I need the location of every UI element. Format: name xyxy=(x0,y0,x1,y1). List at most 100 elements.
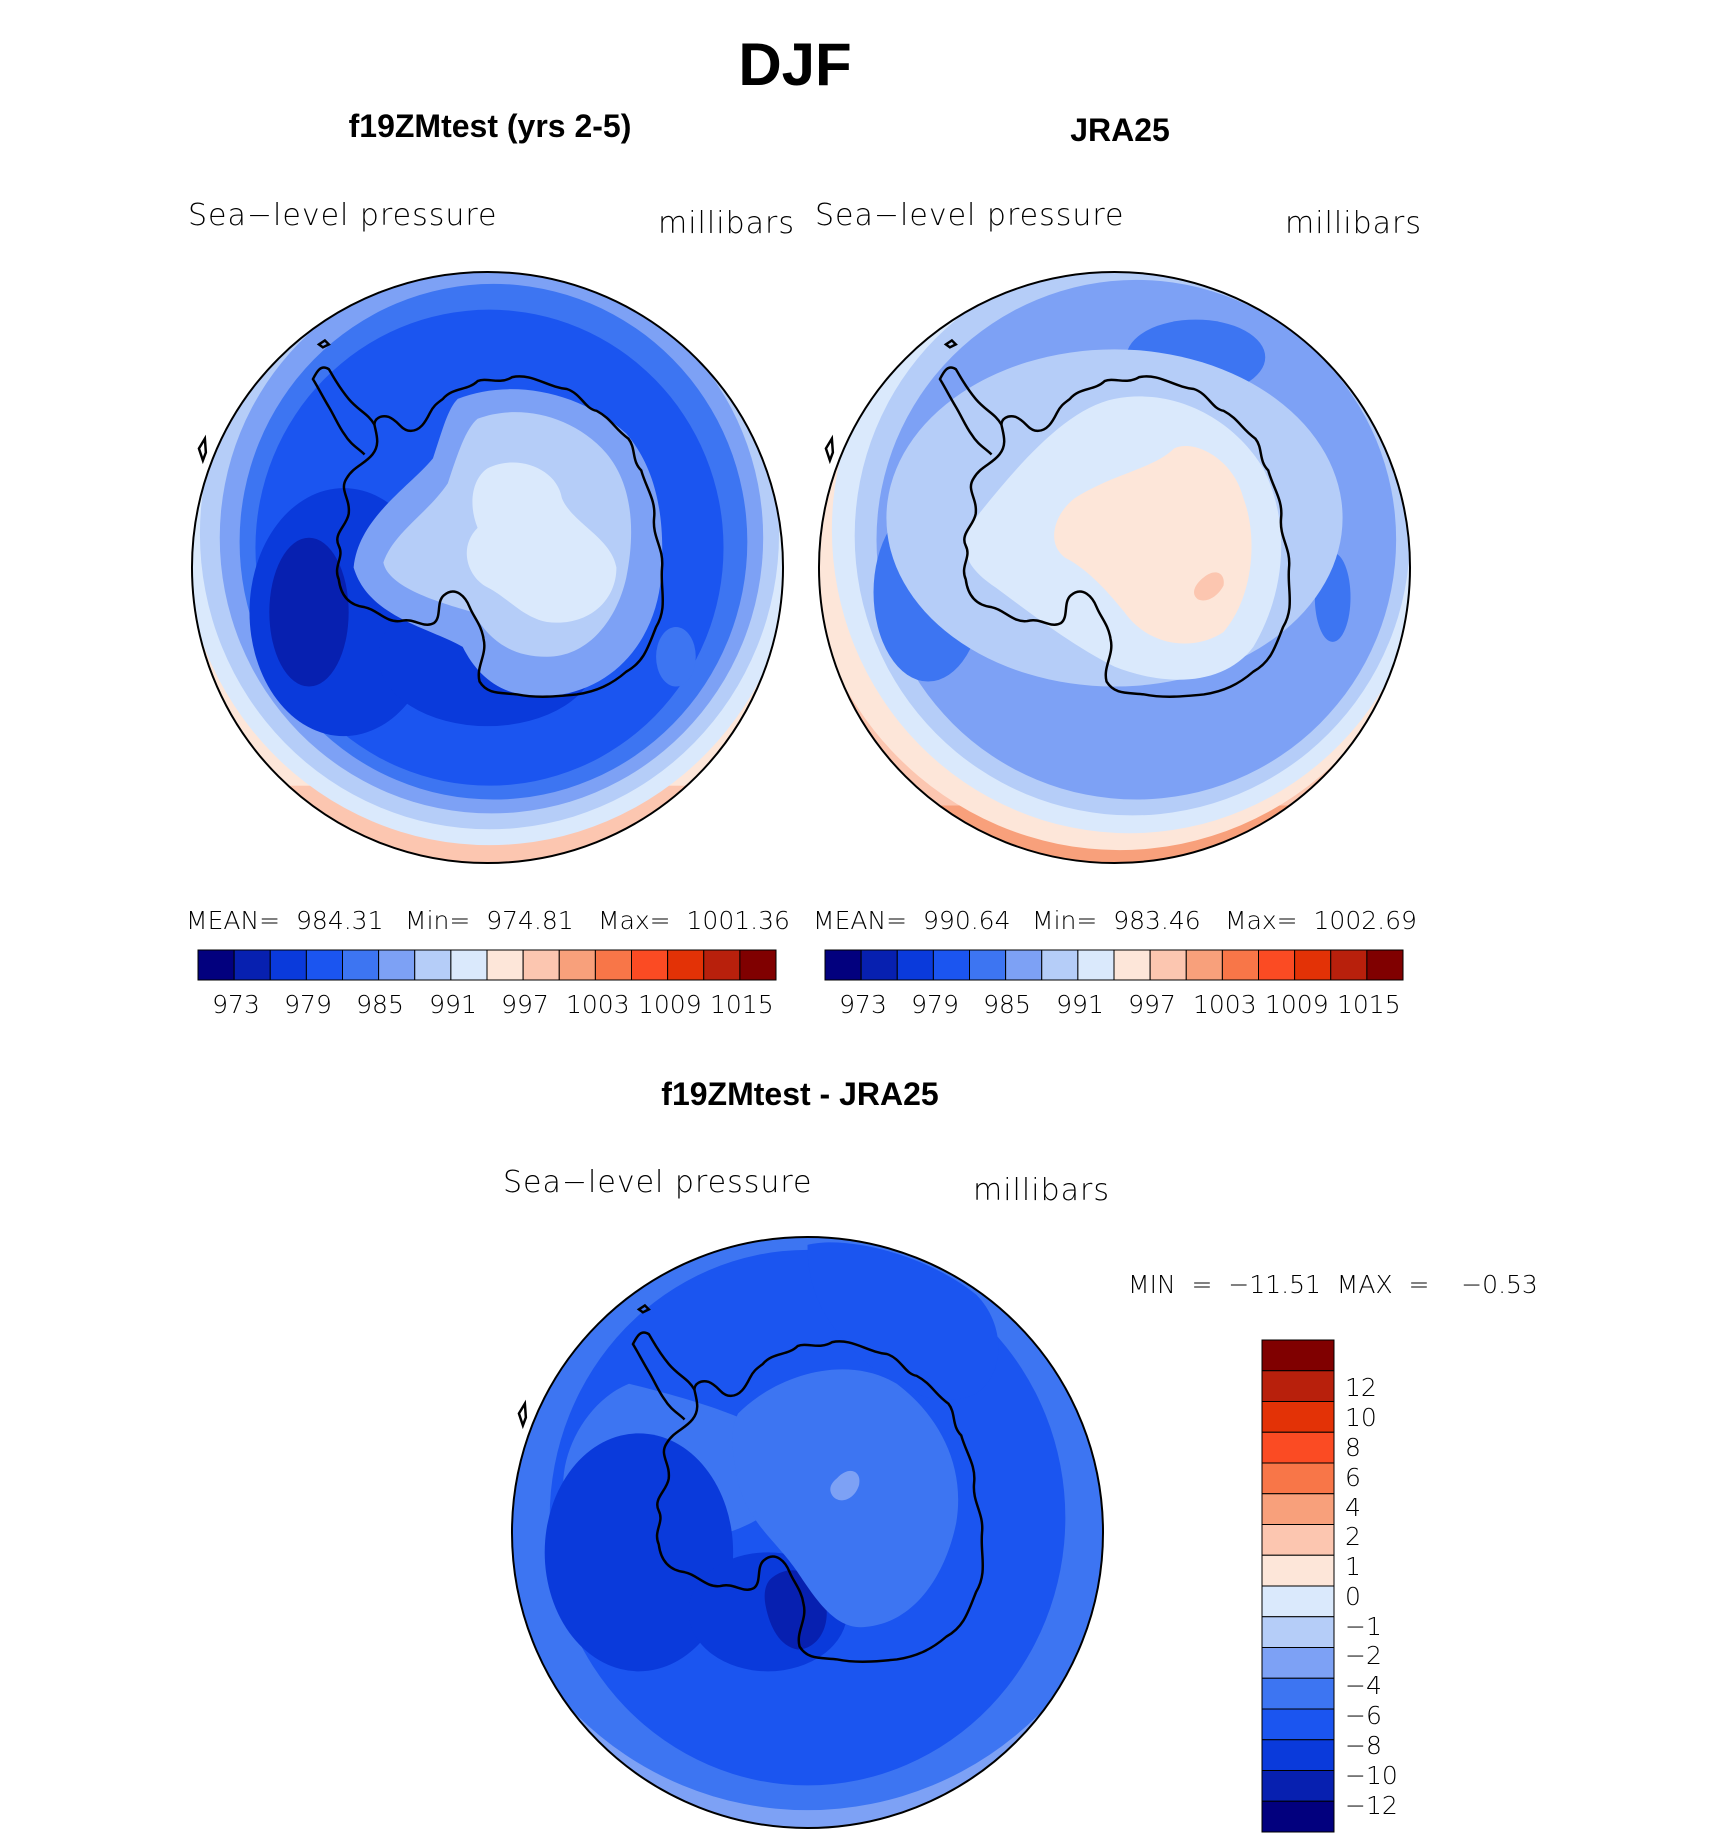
colorbar-swatch xyxy=(342,949,380,981)
diff-tick: −1 xyxy=(1345,1612,1382,1641)
diff-variable-label: Sea−level pressure xyxy=(503,1165,813,1200)
diff-units-label: millibars xyxy=(973,1173,1110,1208)
panel-2-tick: 973 xyxy=(839,990,887,1019)
map2-peninsula-coastline xyxy=(938,366,1003,456)
diff-tick: 1 xyxy=(1345,1552,1361,1581)
colorbar-swatch xyxy=(1005,949,1043,981)
diff-colorbar-swatch xyxy=(1261,1739,1335,1771)
panel-2-mean: MEAN= 990.64 xyxy=(813,906,1011,935)
colorbar-swatch xyxy=(1113,949,1151,981)
panel-1-tick: 1015 xyxy=(710,990,774,1019)
diff-tick: 10 xyxy=(1345,1403,1377,1432)
colorbar-swatch xyxy=(1077,949,1115,981)
diff-tick: −2 xyxy=(1345,1641,1382,1670)
colorbar-swatch xyxy=(522,949,560,981)
panel-2-tick: 991 xyxy=(1056,990,1104,1019)
panel-1-tick: 985 xyxy=(356,990,404,1019)
map1-south-america-tip xyxy=(197,338,331,465)
panel-2-tick: 1015 xyxy=(1337,990,1401,1019)
panel-2-title: JRA25 xyxy=(1070,112,1170,148)
panel-1-units-label: millibars xyxy=(658,206,795,241)
diff-tick: −12 xyxy=(1345,1791,1398,1820)
panel-1-tick: 991 xyxy=(429,990,477,1019)
panel-2-min: Min= 983.46 xyxy=(1032,906,1201,935)
colorbar-swatch xyxy=(1221,949,1260,981)
panel-2-units-label: millibars xyxy=(1285,206,1422,241)
panel-1-tick: 973 xyxy=(212,990,260,1019)
colorbar-swatch xyxy=(1330,949,1368,981)
colorbar-swatch xyxy=(414,949,452,981)
map2-boundary xyxy=(817,270,1412,865)
colorbar-swatch xyxy=(594,949,633,981)
colorbar-swatch xyxy=(824,949,862,981)
diff-colorbar xyxy=(1261,1339,1335,1833)
panel-2-tick: 1009 xyxy=(1265,990,1329,1019)
map3-south-america-tip xyxy=(517,1303,651,1430)
panel-2-tick: 985 xyxy=(983,990,1031,1019)
colorbar-swatch xyxy=(1185,949,1223,981)
colorbar-swatch xyxy=(558,949,596,981)
page-title: DJF xyxy=(738,31,852,98)
panel-2-tick: 1003 xyxy=(1193,990,1257,1019)
panel-2-max: Max= 1002.69 xyxy=(1225,906,1417,935)
colorbar-swatch xyxy=(197,949,235,981)
colorbar-swatch xyxy=(305,949,344,981)
panel-1-colorbar xyxy=(197,949,777,981)
colorbar-swatch xyxy=(932,949,971,981)
colorbar-swatch xyxy=(1149,949,1187,981)
panel-2-tick: 997 xyxy=(1128,990,1176,1019)
colorbar-swatch xyxy=(378,949,416,981)
colorbar-swatch xyxy=(450,949,488,981)
diff-colorbar-swatch xyxy=(1261,1800,1335,1833)
diff-minmax: MIN = −11.51 MAX = −0.53 xyxy=(1128,1270,1538,1299)
diff-colorbar-swatch xyxy=(1261,1616,1335,1648)
diff-colorbar-swatch xyxy=(1261,1708,1335,1741)
diff-tick: −10 xyxy=(1345,1761,1398,1790)
map1-patch-east xyxy=(656,627,696,687)
diff-colorbar-swatch xyxy=(1261,1677,1335,1710)
diff-tick: −4 xyxy=(1345,1671,1382,1700)
diff-tick: 6 xyxy=(1345,1463,1361,1492)
colorbar-swatch xyxy=(667,949,705,981)
panel-1-tick: 1003 xyxy=(566,990,630,1019)
map1-low-core xyxy=(269,537,349,687)
diff-polar-map xyxy=(510,1235,1105,1830)
colorbar-swatch xyxy=(1258,949,1296,981)
diff-colorbar-swatch xyxy=(1261,1493,1335,1525)
map2-ice-1003 xyxy=(1194,572,1224,601)
colorbar-swatch xyxy=(703,949,741,981)
diff-colorbar-swatch xyxy=(1261,1770,1335,1802)
panel-1-tick: 1009 xyxy=(638,990,702,1019)
diff-panel-title: f19ZMtest - JRA25 xyxy=(661,1076,939,1112)
diff-colorbar-swatch xyxy=(1261,1339,1335,1372)
map2-south-america-tip xyxy=(824,338,958,465)
map1-antarctica-coastline xyxy=(335,375,665,698)
panel-1-polar-map xyxy=(190,270,785,865)
diff-colorbar-swatch xyxy=(1261,1647,1335,1679)
diff-tick: −6 xyxy=(1345,1701,1382,1730)
diff-tick: 12 xyxy=(1345,1373,1377,1402)
panel-2-variable-label: Sea−level pressure xyxy=(815,198,1125,233)
diff-colorbar-swatch xyxy=(1261,1524,1335,1556)
map2-antarctica-coastline xyxy=(962,375,1292,698)
diff-tick: −8 xyxy=(1345,1731,1382,1760)
colorbar-swatch xyxy=(860,949,898,981)
panel-2-tick: 979 xyxy=(911,990,959,1019)
diff-tick: 2 xyxy=(1345,1522,1361,1551)
panel-1-title: f19ZMtest (yrs 2-5) xyxy=(348,108,632,144)
map3-peninsula-coastline xyxy=(631,1331,696,1421)
colorbar-swatch xyxy=(233,949,271,981)
diff-tick: 0 xyxy=(1345,1582,1361,1611)
colorbar-swatch xyxy=(896,949,934,981)
colorbar-swatch xyxy=(269,949,307,981)
panel-1-variable-label: Sea−level pressure xyxy=(188,198,498,233)
colorbar-swatch xyxy=(486,949,524,981)
colorbar-swatch xyxy=(1366,949,1404,981)
map1-ice-994 xyxy=(466,462,617,623)
diff-colorbar-swatch xyxy=(1261,1431,1335,1464)
panel-1-min: Min= 974.81 xyxy=(405,906,574,935)
map3-antarctica-coastline xyxy=(655,1340,985,1663)
map1-boundary xyxy=(190,270,785,865)
map3-ice-minus4 xyxy=(830,1470,860,1501)
diff-colorbar-swatch xyxy=(1261,1401,1335,1433)
